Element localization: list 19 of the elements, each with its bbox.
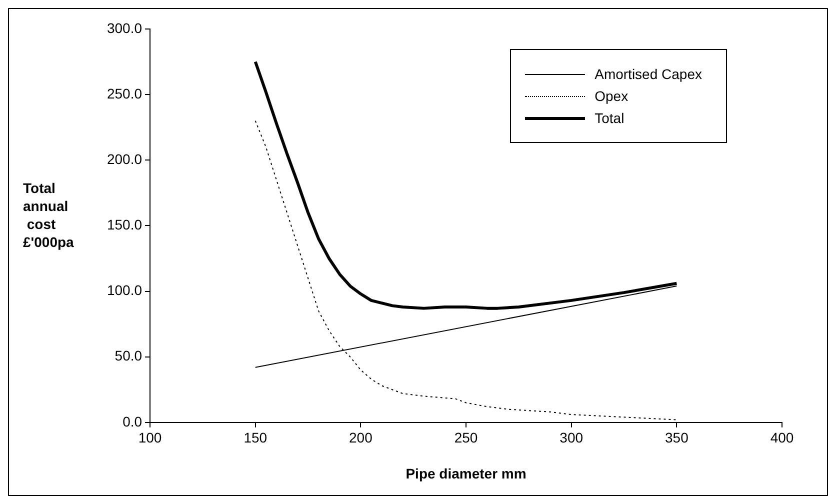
- x-axis-title: Pipe diameter mm: [406, 465, 526, 482]
- x-tick-label: 150: [244, 430, 268, 446]
- y-tick-label: 250.0: [106, 85, 142, 102]
- legend-label: Amortised Capex: [594, 66, 702, 82]
- y-axis-title: Total annual cost £'000pa: [23, 179, 74, 251]
- x-tick-label: 350: [664, 430, 689, 446]
- y-tick-label: 300.0: [106, 20, 142, 36]
- legend-label: Opex: [594, 88, 628, 104]
- x-tick-label: 300: [560, 430, 584, 446]
- y-tick-label: 150.0: [106, 216, 142, 233]
- y-tick-label: 100.0: [106, 282, 142, 298]
- x-tick-label: 400: [770, 430, 794, 446]
- legend-label: Total: [594, 110, 624, 126]
- x-tick-label: 100: [138, 430, 162, 446]
- x-tick-label: 200: [349, 430, 373, 446]
- y-tick-label: 0.0: [122, 413, 142, 430]
- x-tick-label: 250: [454, 430, 478, 446]
- y-tick-label: 200.0: [106, 150, 142, 167]
- y-tick-label: 50.0: [114, 348, 142, 364]
